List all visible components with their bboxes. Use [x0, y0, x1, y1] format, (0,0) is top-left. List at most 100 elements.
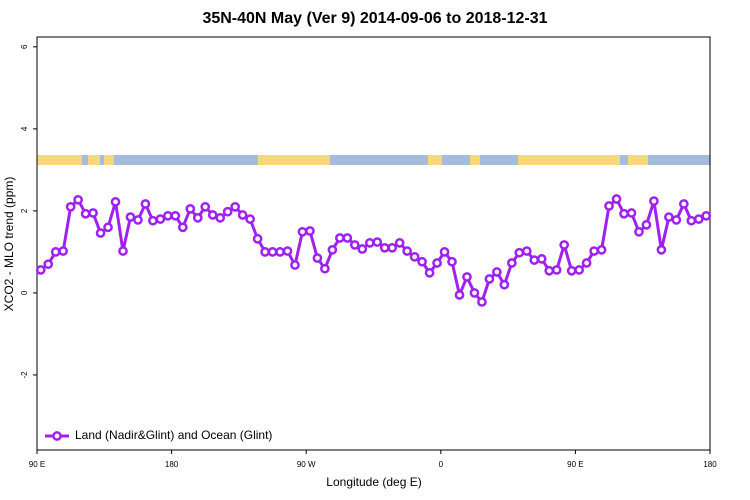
ocean-strip: [37, 155, 710, 165]
data-point: [252, 233, 263, 244]
data-point: [551, 265, 562, 275]
data-point: [379, 242, 390, 253]
data-point: [447, 256, 457, 267]
data-point: [207, 210, 218, 220]
data-point: [95, 228, 106, 238]
data-point: [320, 263, 330, 274]
data-point: [596, 245, 607, 255]
x-tick-label: 180: [165, 460, 179, 469]
data-point: [297, 226, 308, 237]
data-point: [155, 214, 166, 224]
data-point: [649, 196, 659, 206]
data-point: [424, 267, 435, 278]
data-point: [604, 201, 614, 211]
data-point: [177, 222, 188, 233]
data-point: [192, 213, 203, 223]
data-point: [529, 255, 540, 265]
data-point: [275, 247, 285, 257]
data-point: [245, 214, 255, 224]
data-point: [125, 212, 136, 222]
data-point: [133, 215, 143, 225]
data-point: [222, 206, 233, 217]
x-tick-label: 90 E: [29, 460, 45, 469]
data-point: [619, 208, 629, 219]
data-point: [409, 251, 420, 262]
data-point: [432, 258, 442, 268]
data-point: [305, 226, 315, 236]
data-point: [664, 212, 674, 222]
data-point: [357, 244, 368, 254]
data-point: [73, 194, 83, 205]
data-point: [237, 210, 248, 220]
data-point: [170, 210, 181, 221]
data-point: [185, 203, 196, 214]
data-point: [536, 254, 547, 264]
data-point: [611, 194, 622, 204]
plot-frame: [36, 36, 711, 451]
x-tick-label: 90 W: [297, 460, 316, 469]
data-point: [454, 290, 465, 300]
data-point: [335, 233, 345, 243]
data-point: [50, 247, 61, 257]
land-strip: [470, 155, 480, 165]
data-point: [484, 274, 495, 284]
data-point: [148, 215, 158, 226]
data-point: [80, 208, 91, 219]
data-point: [544, 265, 555, 276]
y-tick-label: 6: [20, 44, 29, 49]
y-tick-label: 2: [20, 208, 29, 213]
y-tick-label: 4: [20, 126, 29, 131]
y-axis-label: XCO2 - MLO trend (ppm): [2, 177, 16, 312]
data-point: [387, 242, 398, 253]
data-point: [514, 247, 525, 258]
data-point: [417, 256, 427, 267]
data-point: [678, 199, 689, 209]
land-ocean-band: [37, 155, 710, 165]
data-point: [439, 247, 450, 257]
data-point: [462, 272, 472, 282]
data-point: [626, 208, 637, 218]
data-point: [372, 237, 383, 247]
data-point: [574, 265, 584, 275]
data-point: [260, 247, 270, 257]
y-tick-label: 0: [20, 290, 29, 295]
x-axis-label: Longitude (deg E): [326, 475, 421, 489]
data-point: [327, 245, 338, 255]
data-point: [88, 208, 98, 218]
data-point: [492, 267, 502, 277]
data-point: [267, 247, 278, 257]
data-point: [118, 246, 128, 256]
data-point: [140, 199, 151, 209]
data-point: [200, 201, 211, 212]
land-strip: [428, 155, 442, 165]
land-strip: [628, 155, 648, 165]
data-point: [290, 260, 300, 270]
legend: Land (Nadir&Glint) and Ocean (Glint): [45, 428, 272, 442]
chart-title: 35N-40N May (Ver 9) 2014-09-06 to 2018-1…: [202, 10, 547, 27]
data-point: [394, 238, 405, 248]
land-strip: [104, 155, 114, 165]
y-tick-label: -2: [20, 371, 29, 379]
land-strip: [88, 155, 100, 165]
data-point: [342, 233, 353, 243]
data-point: [65, 201, 76, 212]
series-line: [39, 196, 707, 305]
legend-label: Land (Nadir&Glint) and Ocean (Glint): [75, 428, 272, 442]
data-point: [693, 214, 704, 224]
data-point: [282, 246, 293, 256]
data-point: [589, 246, 599, 256]
data-point: [364, 238, 375, 248]
data-point: [312, 253, 323, 263]
data-point: [402, 246, 412, 256]
data-point: [215, 213, 226, 223]
x-tick-label: 0: [439, 460, 444, 469]
data-point: [656, 245, 667, 255]
data-point: [477, 297, 487, 307]
data-point: [469, 288, 480, 298]
data-point: [671, 215, 682, 225]
x-tick-label: 180: [703, 460, 717, 469]
data-point: [349, 240, 360, 250]
data-point: [701, 210, 712, 221]
data-point: [581, 258, 592, 268]
